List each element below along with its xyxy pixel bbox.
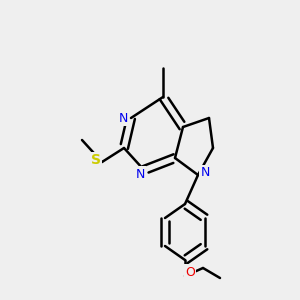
Text: N: N [200,167,210,179]
Text: S: S [91,153,101,167]
Text: N: N [135,167,145,181]
Text: N: N [118,112,128,124]
Text: O: O [185,266,195,278]
